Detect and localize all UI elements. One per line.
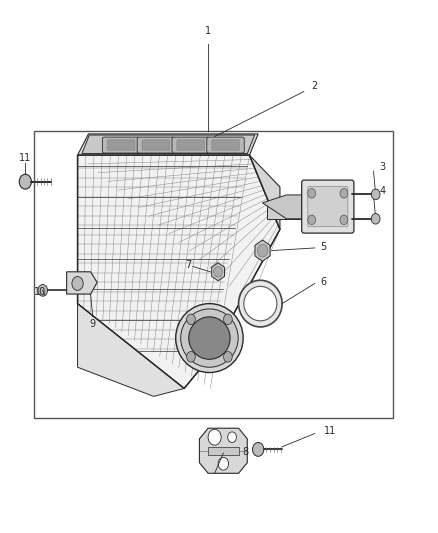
Circle shape	[257, 244, 268, 257]
Text: 11: 11	[324, 426, 336, 436]
Circle shape	[308, 215, 316, 224]
Polygon shape	[199, 428, 247, 473]
FancyBboxPatch shape	[177, 140, 205, 150]
Circle shape	[218, 457, 229, 470]
Circle shape	[19, 174, 32, 189]
Polygon shape	[78, 304, 184, 397]
Circle shape	[253, 442, 264, 456]
Text: 2: 2	[311, 81, 318, 91]
Circle shape	[340, 189, 348, 198]
Ellipse shape	[189, 317, 230, 359]
FancyBboxPatch shape	[102, 137, 140, 153]
Circle shape	[223, 352, 232, 362]
Circle shape	[72, 277, 83, 290]
Text: 3: 3	[379, 162, 385, 172]
Polygon shape	[78, 155, 280, 389]
Circle shape	[340, 215, 348, 224]
Polygon shape	[78, 134, 258, 155]
Polygon shape	[262, 195, 304, 219]
Text: 11: 11	[19, 153, 32, 163]
Ellipse shape	[176, 304, 243, 373]
Ellipse shape	[181, 309, 238, 367]
FancyBboxPatch shape	[172, 137, 209, 153]
Polygon shape	[208, 447, 239, 455]
Text: 7: 7	[185, 260, 192, 270]
Ellipse shape	[239, 280, 282, 327]
Text: 9: 9	[90, 319, 96, 329]
Text: 8: 8	[242, 447, 248, 457]
Bar	[34, 131, 393, 418]
Circle shape	[228, 432, 237, 442]
Circle shape	[214, 266, 223, 277]
FancyBboxPatch shape	[137, 137, 175, 153]
Text: 5: 5	[320, 242, 327, 252]
Circle shape	[187, 314, 195, 325]
Polygon shape	[250, 155, 280, 229]
Text: 10: 10	[35, 287, 47, 297]
Circle shape	[208, 429, 221, 445]
Ellipse shape	[244, 286, 277, 321]
Circle shape	[371, 189, 380, 200]
FancyBboxPatch shape	[308, 187, 348, 227]
Circle shape	[38, 285, 47, 296]
FancyBboxPatch shape	[212, 140, 240, 150]
FancyBboxPatch shape	[107, 140, 135, 150]
Polygon shape	[82, 135, 254, 154]
Circle shape	[223, 314, 232, 325]
Circle shape	[187, 352, 195, 362]
Text: 4: 4	[379, 185, 385, 196]
Text: 6: 6	[320, 277, 326, 287]
FancyBboxPatch shape	[207, 137, 244, 153]
Polygon shape	[67, 272, 97, 294]
FancyBboxPatch shape	[142, 140, 170, 150]
Circle shape	[371, 214, 380, 224]
Text: 1: 1	[205, 26, 211, 36]
FancyBboxPatch shape	[302, 180, 354, 233]
Circle shape	[308, 189, 316, 198]
